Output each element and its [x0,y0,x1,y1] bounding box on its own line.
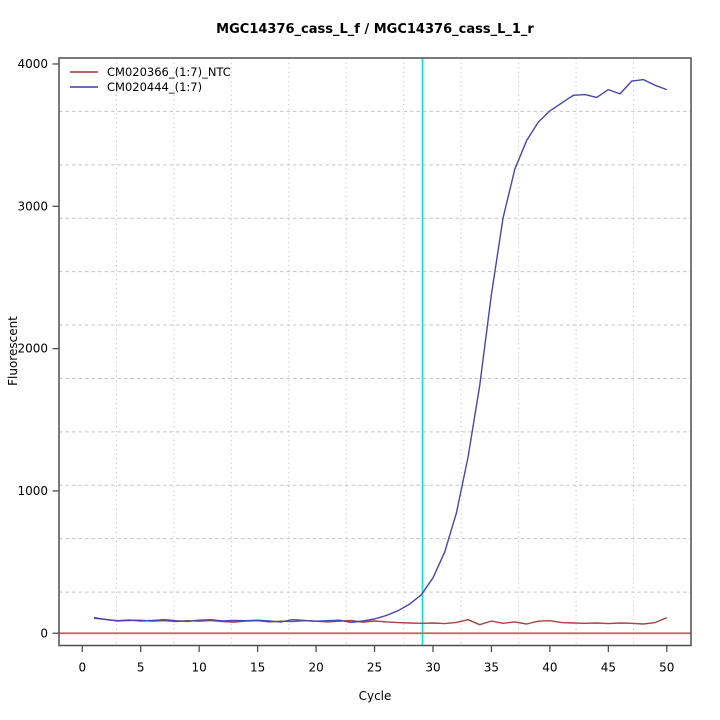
y-axis-label: Fluorescent [6,316,20,386]
x-tick-label: 30 [425,661,440,675]
chart-title: MGC14376_cass_L_f / MGC14376_cass_L_1_r [216,22,534,37]
x-tick-label: 25 [367,661,382,675]
x-tick-label: 10 [192,661,207,675]
x-tick-label: 35 [484,661,499,675]
legend-item: CM020444_(1:7) [70,79,231,94]
plot-border [58,57,692,647]
x-tick-label: 40 [542,661,557,675]
y-tick-label: 4000 [17,57,48,71]
x-tick-label: 15 [250,661,265,675]
x-tick-label: 5 [137,661,145,675]
x-tick-label: 50 [659,661,674,675]
legend-item: CM020366_(1:7)_NTC [70,64,231,79]
x-axis-label: Cycle [358,689,392,703]
legend: CM020366_(1:7)_NTC CM020444_(1:7) [70,64,231,94]
y-tick-label: 0 [40,626,48,640]
y-tick-label: 2000 [17,342,48,356]
series-line-1 [93,78,668,624]
legend-line-sample-red [70,70,98,73]
legend-item-label: CM020366_(1:7)_NTC [107,64,231,79]
y-tick-label: 1000 [17,484,48,498]
x-tick-label: 20 [308,661,323,675]
x-tick-label: 0 [78,661,86,675]
y-tick-label: 3000 [17,199,48,213]
x-tick-label: 45 [601,661,616,675]
legend-item-label: CM020444_(1:7) [107,79,203,94]
legend-line-sample-blue [70,85,98,88]
